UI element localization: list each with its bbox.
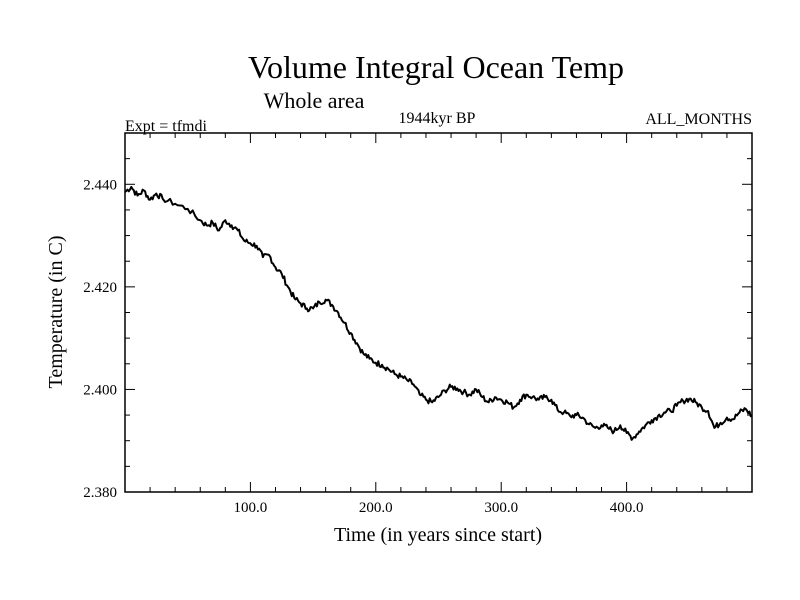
months-annotation: ALL_MONTHS	[645, 111, 752, 128]
y-tick-label: 2.400	[83, 382, 117, 398]
y-tick-label: 2.380	[83, 485, 117, 501]
x-tick-label: 100.0	[234, 500, 268, 516]
chart-title: Volume Integral Ocean Temp	[248, 49, 624, 85]
chart-subtitle: Whole area	[264, 88, 365, 113]
period-annotation: 1944kyr BP	[399, 110, 476, 127]
x-tick-label: 400.0	[610, 500, 644, 516]
axis-ticks	[125, 133, 752, 492]
x-tick-label: 300.0	[484, 500, 518, 516]
x-axis-label: Time (in years since start)	[334, 524, 542, 546]
experiment-annotation: Expt = tfmdi	[125, 118, 207, 135]
y-axis-label: Temperature (in C)	[45, 236, 67, 389]
temperature-series-line	[124, 185, 753, 441]
y-tick-label: 2.440	[83, 177, 117, 193]
y-tick-label: 2.420	[83, 280, 117, 296]
tick-labels: 100.0 200.0 300.0 400.0 2.380 2.400 2.420 2.440	[83, 177, 643, 516]
x-tick-label: 200.0	[359, 500, 393, 516]
plot-frame	[124, 132, 753, 493]
